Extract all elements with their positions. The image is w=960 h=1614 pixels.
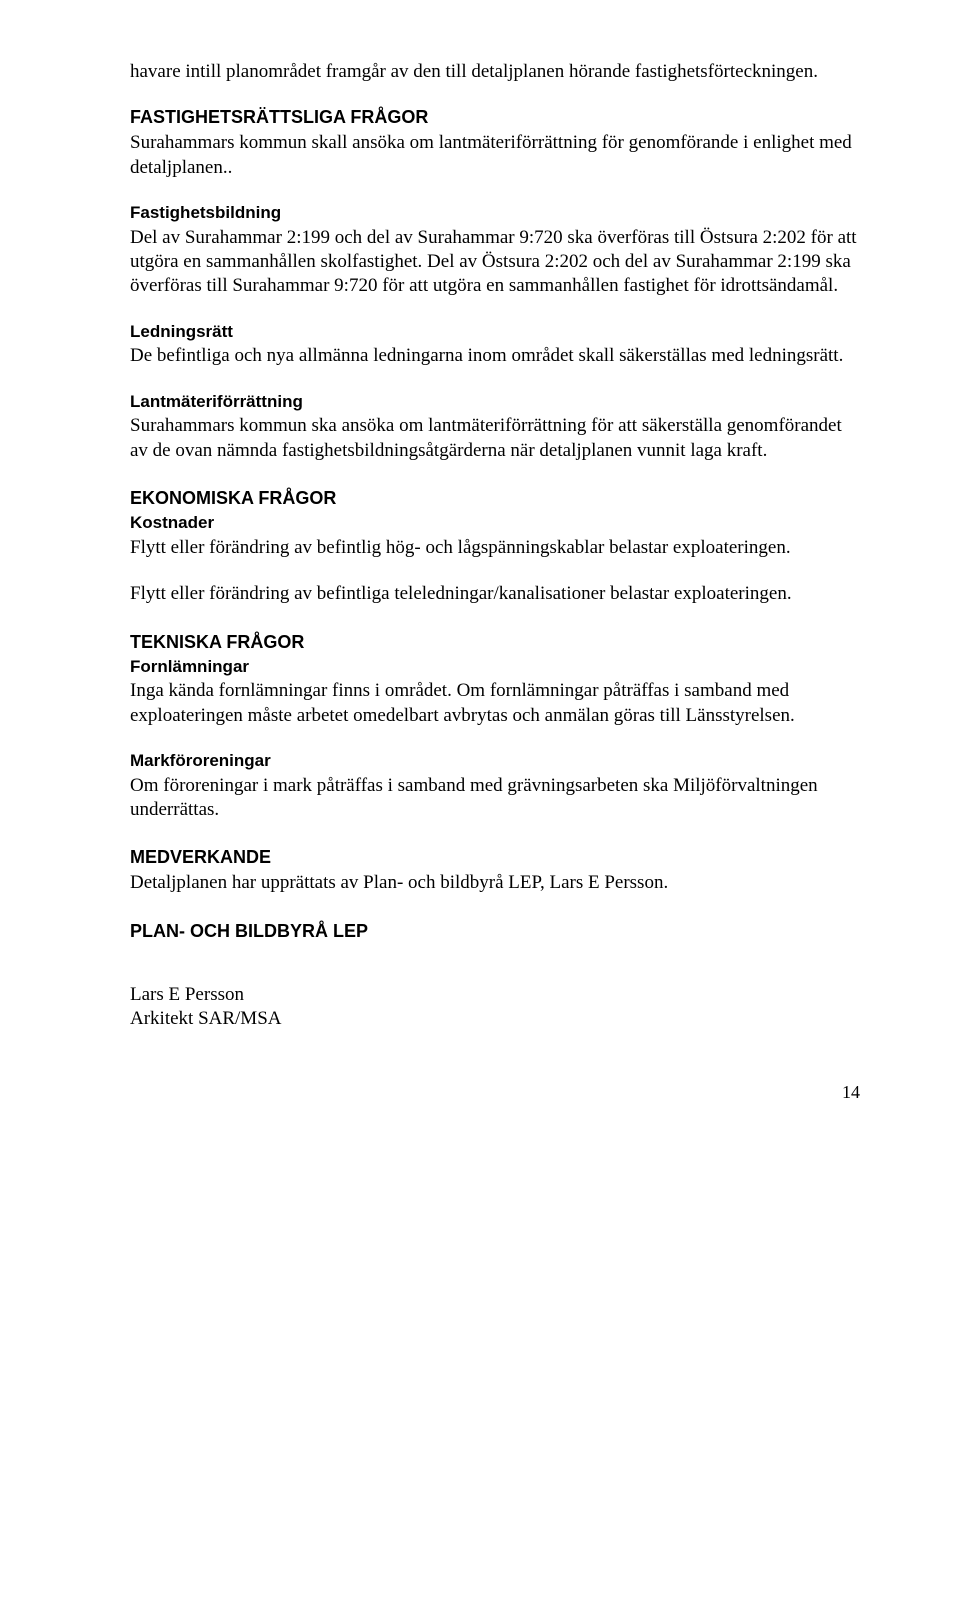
heading-signature: PLAN- OCH BILDBYRÅ LEP <box>130 920 860 943</box>
heading-ekonomiska: EKONOMISKA FRÅGOR <box>130 487 860 510</box>
kostnader-p1: Flytt eller förändring av befintlig hög-… <box>130 536 860 560</box>
intro-paragraph: havare intill planområdet framgår av den… <box>130 60 860 84</box>
heading-ledningsratt: Ledningsrätt <box>130 321 860 343</box>
section-tekniska: TEKNISKA FRÅGOR Fornlämningar Inga kända… <box>130 631 860 823</box>
signature-name: Lars E Persson <box>130 983 860 1007</box>
heading-fornlamningar: Fornlämningar <box>130 656 860 678</box>
page-number: 14 <box>130 1081 860 1104</box>
heading-lantmateri: Lantmäteriförrättning <box>130 391 860 413</box>
fastighetsbildning-text: Del av Surahammar 2:199 och del av Surah… <box>130 226 860 299</box>
heading-kostnader: Kostnader <box>130 512 860 534</box>
section-ekonomiska: EKONOMISKA FRÅGOR Kostnader Flytt eller … <box>130 487 860 606</box>
section-signature: PLAN- OCH BILDBYRÅ LEP Lars E Persson Ar… <box>130 920 860 1032</box>
heading-markfororeningar: Markföroreningar <box>130 750 860 772</box>
section-fastighetsrattsliga: FASTIGHETSRÄTTSLIGA FRÅGOR Surahammars k… <box>130 106 860 463</box>
heading-fastighetsbildning: Fastighetsbildning <box>130 202 860 224</box>
kostnader-p2: Flytt eller förändring av befintliga tel… <box>130 582 860 606</box>
section-medverkande: MEDVERKANDE Detaljplanen har upprättats … <box>130 846 860 895</box>
fornlamningar-text: Inga kända fornlämningar finns i området… <box>130 679 860 728</box>
heading-fastighetsrattsliga: FASTIGHETSRÄTTSLIGA FRÅGOR <box>130 106 860 129</box>
lantmateri-text: Surahammars kommun ska ansöka om lantmät… <box>130 414 860 463</box>
medverkande-text: Detaljplanen har upprättats av Plan- och… <box>130 871 860 895</box>
ledningsratt-text: De befintliga och nya allmänna ledningar… <box>130 344 860 368</box>
heading-medverkande: MEDVERKANDE <box>130 846 860 869</box>
fastighetsrattsliga-intro: Surahammars kommun skall ansöka om lantm… <box>130 131 860 180</box>
signature-title: Arkitekt SAR/MSA <box>130 1007 860 1031</box>
markfororeningar-text: Om föroreningar i mark påträffas i samba… <box>130 774 860 823</box>
heading-tekniska: TEKNISKA FRÅGOR <box>130 631 860 654</box>
